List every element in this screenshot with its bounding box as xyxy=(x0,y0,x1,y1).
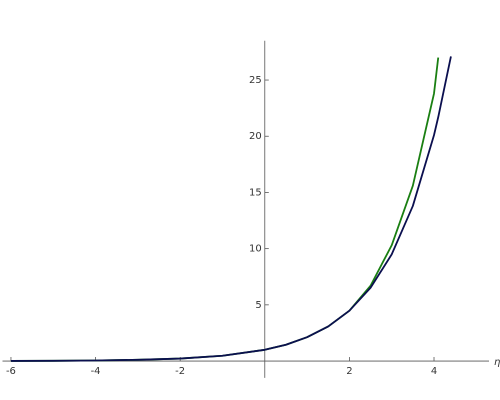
y-tick-label: 25 xyxy=(249,75,262,86)
series-line xyxy=(10,57,440,362)
x-tick-label: -2 xyxy=(175,366,185,377)
y-tick-label: 15 xyxy=(249,187,262,198)
y-tick-label: 20 xyxy=(249,131,262,142)
series-line xyxy=(10,56,452,362)
x-tick-label: -4 xyxy=(91,366,101,377)
y-tick-label: 5 xyxy=(255,300,261,311)
y-tick-label: 10 xyxy=(249,244,262,255)
x-axis-label: η xyxy=(494,357,500,368)
x-tick-label: -6 xyxy=(6,366,16,377)
x-tick-label: 2 xyxy=(346,366,352,377)
x-tick-label: 4 xyxy=(431,366,437,377)
